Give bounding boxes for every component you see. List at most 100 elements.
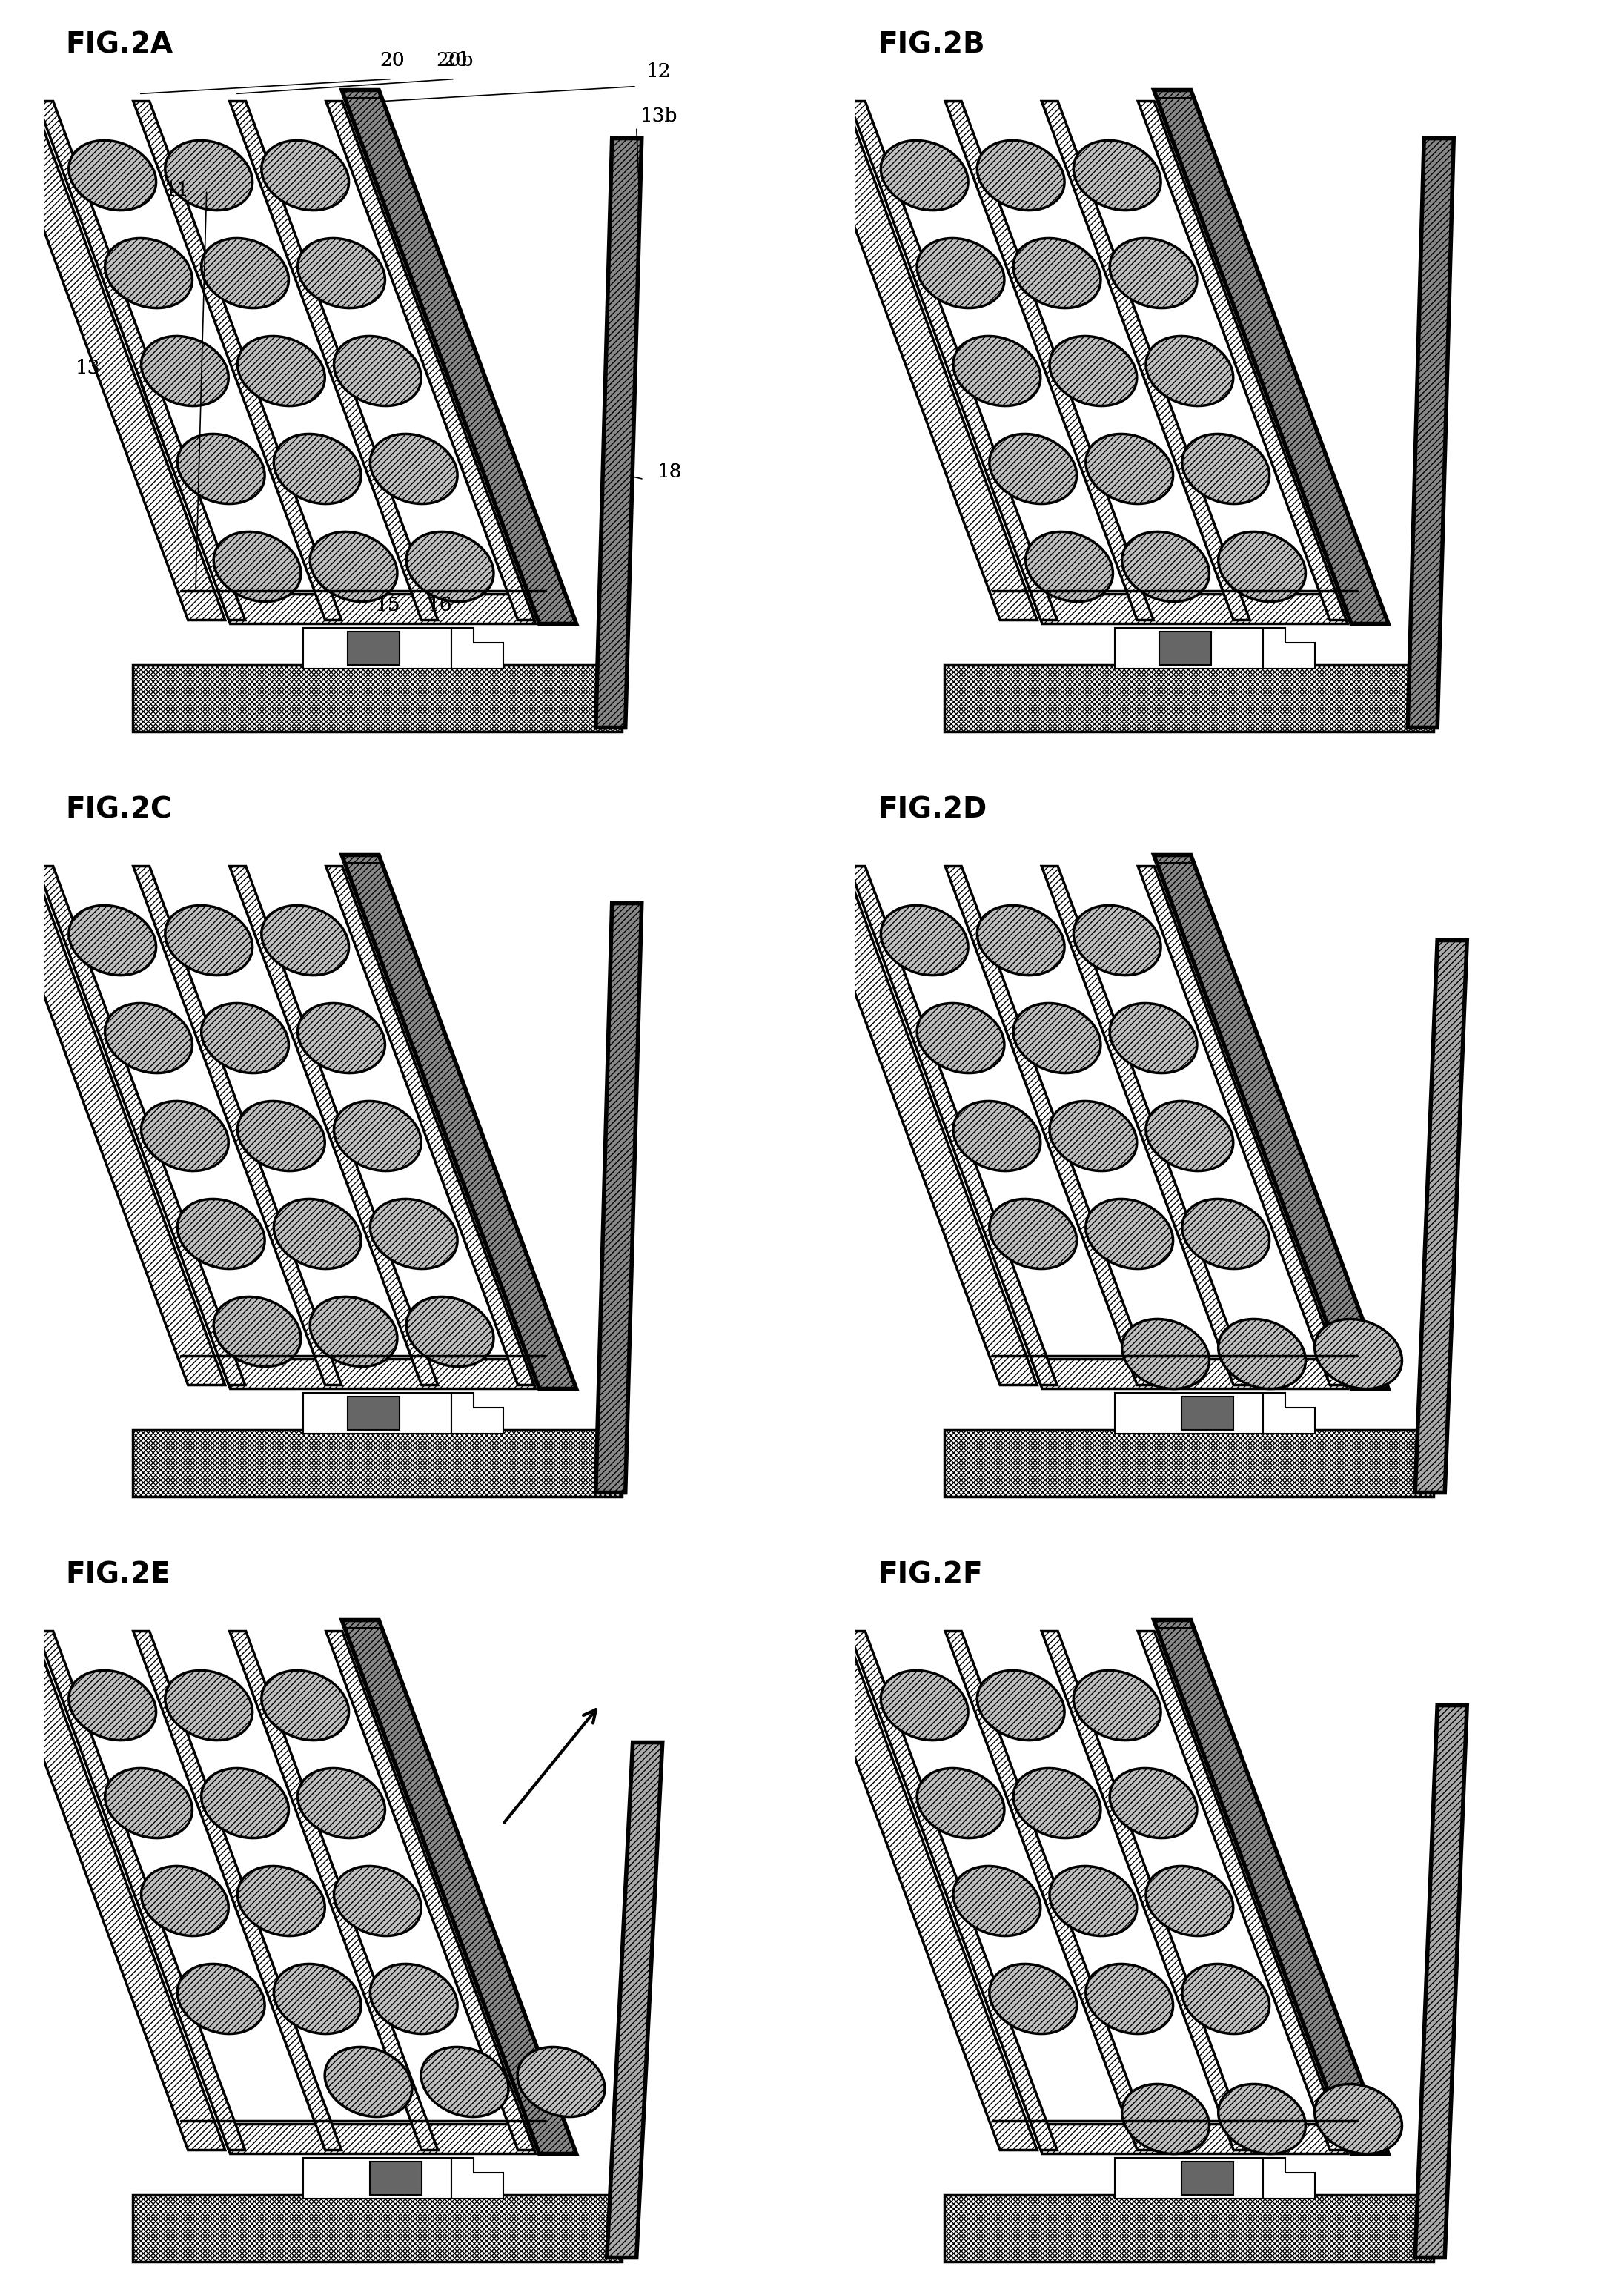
Polygon shape [451, 627, 503, 668]
Ellipse shape [297, 1003, 385, 1074]
Ellipse shape [1073, 140, 1161, 211]
Polygon shape [1408, 138, 1453, 728]
Polygon shape [326, 865, 534, 1386]
Ellipse shape [406, 532, 494, 601]
Polygon shape [133, 666, 622, 732]
Text: 18: 18 [658, 464, 682, 482]
Polygon shape [809, 101, 1038, 620]
Polygon shape [1041, 865, 1250, 1386]
Text: 13b: 13b [640, 108, 677, 126]
Ellipse shape [1147, 1866, 1233, 1937]
Polygon shape [945, 1632, 1153, 2150]
Bar [304, 627, 451, 668]
Ellipse shape [918, 1003, 1004, 1074]
Bar [304, 2157, 451, 2199]
Polygon shape [451, 2157, 503, 2199]
Ellipse shape [1122, 2084, 1210, 2153]
Polygon shape [809, 1632, 1038, 2150]
Ellipse shape [177, 1965, 265, 2033]
Polygon shape [809, 865, 1038, 1386]
Ellipse shape [1086, 1965, 1173, 2033]
Polygon shape [219, 594, 536, 624]
Ellipse shape [261, 907, 349, 975]
Polygon shape [451, 1393, 503, 1434]
Ellipse shape [918, 1767, 1004, 1838]
Ellipse shape [1086, 434, 1173, 505]
Polygon shape [37, 101, 245, 620]
Polygon shape [0, 101, 226, 620]
Bar [1116, 627, 1263, 668]
Polygon shape [0, 1632, 226, 2150]
Ellipse shape [978, 1671, 1064, 1740]
Text: 16: 16 [427, 597, 453, 615]
Ellipse shape [953, 335, 1041, 406]
Polygon shape [341, 90, 577, 624]
Ellipse shape [1013, 1003, 1101, 1074]
Ellipse shape [421, 2047, 508, 2116]
Ellipse shape [1315, 1320, 1402, 1388]
Polygon shape [326, 101, 534, 620]
Text: 13: 13 [76, 358, 101, 376]
Ellipse shape [1109, 1767, 1197, 1838]
Ellipse shape [335, 1866, 421, 1937]
Ellipse shape [274, 1198, 361, 1269]
Polygon shape [1263, 1393, 1315, 1434]
Text: 13: 13 [76, 358, 101, 376]
Bar [1116, 2157, 1263, 2199]
Ellipse shape [978, 140, 1064, 211]
Ellipse shape [237, 335, 325, 406]
Polygon shape [37, 1632, 245, 2150]
Text: FIG.2C: FIG.2C [65, 796, 172, 824]
Bar [1116, 1393, 1263, 1434]
Ellipse shape [1122, 532, 1210, 601]
Ellipse shape [1109, 1003, 1197, 1074]
Ellipse shape [141, 335, 229, 406]
Ellipse shape [989, 1198, 1077, 1269]
Ellipse shape [261, 140, 349, 211]
Ellipse shape [106, 1003, 192, 1074]
Ellipse shape [68, 907, 156, 975]
Polygon shape [341, 856, 577, 1388]
Ellipse shape [310, 1297, 398, 1366]
Polygon shape [219, 2125, 536, 2153]
Polygon shape [849, 1632, 1057, 2150]
Bar [348, 631, 400, 666]
Text: 12: 12 [646, 62, 671, 80]
Text: 20b: 20b [437, 50, 474, 69]
Bar [304, 1393, 451, 1434]
Ellipse shape [310, 532, 398, 601]
Polygon shape [133, 1632, 341, 2150]
Ellipse shape [297, 239, 385, 308]
Ellipse shape [214, 532, 300, 601]
Ellipse shape [335, 1102, 421, 1170]
Polygon shape [1415, 1705, 1466, 2258]
Polygon shape [1031, 1359, 1348, 1388]
Text: 11: 11 [164, 181, 190, 200]
Ellipse shape [880, 140, 968, 211]
Ellipse shape [370, 1965, 458, 2033]
Ellipse shape [880, 907, 968, 975]
Ellipse shape [237, 1866, 325, 1937]
Text: 20: 20 [442, 50, 468, 69]
Polygon shape [596, 904, 641, 1492]
Ellipse shape [325, 2047, 412, 2116]
Ellipse shape [201, 239, 289, 308]
Text: 15: 15 [375, 597, 401, 615]
Ellipse shape [1122, 1320, 1210, 1388]
Ellipse shape [1073, 1671, 1161, 1740]
Ellipse shape [214, 1297, 300, 1366]
Ellipse shape [953, 1102, 1041, 1170]
Polygon shape [1138, 1632, 1346, 2150]
Polygon shape [849, 865, 1057, 1386]
Text: FIG.2D: FIG.2D [877, 796, 987, 824]
Ellipse shape [1182, 1965, 1270, 2033]
Polygon shape [229, 1632, 438, 2150]
Polygon shape [945, 865, 1153, 1386]
Ellipse shape [1013, 1767, 1101, 1838]
Polygon shape [945, 666, 1434, 732]
Ellipse shape [201, 1767, 289, 1838]
Polygon shape [607, 1742, 663, 2258]
Ellipse shape [1086, 1198, 1173, 1269]
Polygon shape [1138, 865, 1346, 1386]
Ellipse shape [141, 1866, 229, 1937]
